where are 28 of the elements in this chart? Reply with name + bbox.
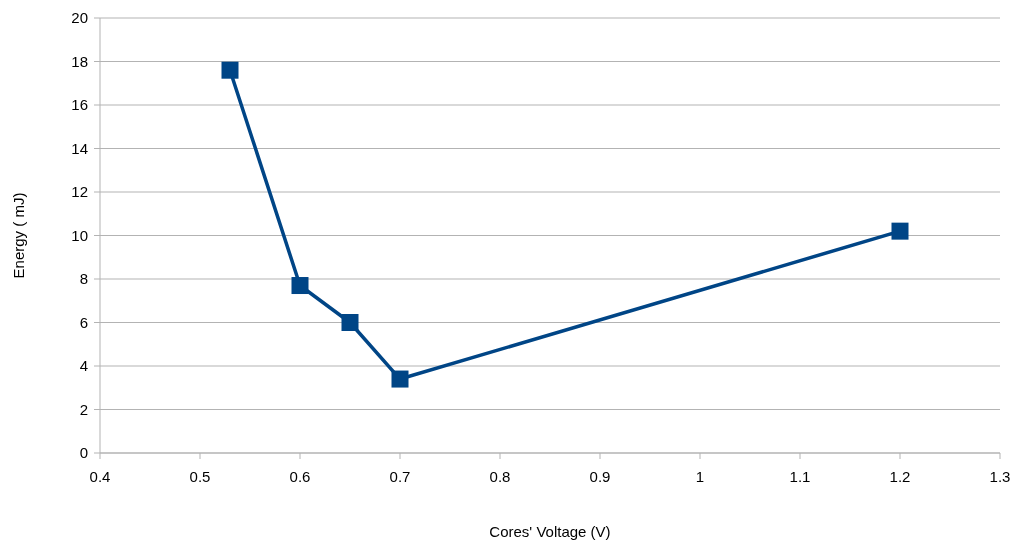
- y-tick-label: 16: [71, 96, 88, 114]
- x-tick-label: 0.6: [289, 468, 311, 485]
- y-axis-title: Energy ( mJ): [10, 192, 27, 279]
- y-tick-label: 4: [79, 357, 88, 375]
- y-tick-label: 14: [71, 139, 88, 157]
- x-tick-label: 1.3: [989, 468, 1011, 485]
- point: [391, 370, 409, 388]
- y-tick-label: 0: [79, 444, 88, 462]
- y-tick-label: 8: [79, 270, 88, 288]
- x-tick-label: 1: [695, 468, 705, 485]
- point: [291, 277, 309, 295]
- y-tick-label: 12: [71, 183, 88, 201]
- y-tick-label: 10: [71, 226, 88, 244]
- y-tick-label: 6: [79, 313, 88, 331]
- x-tick-label: 0.7: [389, 468, 411, 485]
- x-tick-label: 1.2: [889, 468, 911, 485]
- x-tick-label: 0.8: [489, 468, 511, 485]
- y-tick-label: 20: [71, 9, 88, 27]
- point: [341, 314, 359, 331]
- x-tick-label: 0.5: [189, 468, 211, 485]
- y-tick-label: 18: [71, 52, 88, 70]
- x-tick-label: 0.9: [589, 468, 611, 485]
- x-tick-label: 0.4: [89, 468, 111, 485]
- point: [891, 222, 909, 240]
- x-tick-label: 1.1: [789, 468, 811, 485]
- y-tick-label: 2: [79, 400, 88, 418]
- point: [221, 61, 239, 79]
- x-axis-title: Cores' Voltage (V): [489, 523, 611, 540]
